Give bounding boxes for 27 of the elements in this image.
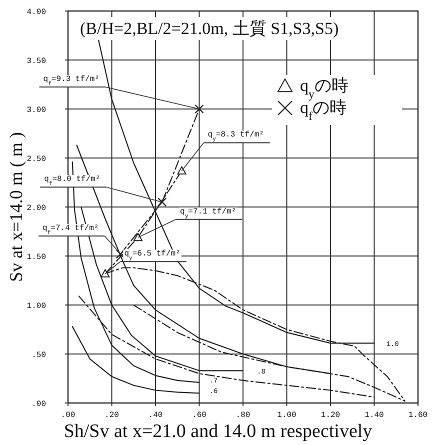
y-tick-label: 4.00 bbox=[26, 8, 46, 17]
y-tick-label: 3.00 bbox=[26, 106, 46, 115]
annotation: q$_{f}$=9.3 tf/m² bbox=[43, 75, 100, 86]
y-tick-label: 1.00 bbox=[26, 302, 46, 311]
x-axis-title: Sh/Sv at x=21.0 and 14.0 m respectively bbox=[64, 421, 373, 442]
x-tick-label: .80 bbox=[236, 411, 250, 420]
y-tick-label: 3.50 bbox=[26, 57, 46, 66]
x-tick-label: .60 bbox=[192, 411, 207, 420]
x-tick-label: 1.60 bbox=[408, 411, 428, 420]
text: (B/H=2,BL/2=21.0m, 土質 S1,S3,S5) bbox=[80, 19, 339, 38]
x-tick-label: .20 bbox=[104, 411, 120, 420]
y-tick-label: 2.00 bbox=[26, 204, 46, 213]
annotation: q$_{y}$=7.1 tf/m² bbox=[180, 207, 236, 219]
y-tick-label: 1.50 bbox=[26, 253, 46, 262]
annotation: q$_{f}$=7.4 tf/m² bbox=[42, 224, 99, 236]
annotation: q$_{y}$=8.3 tf/m² bbox=[208, 130, 264, 142]
x-tick-label: 1.40 bbox=[364, 411, 384, 420]
y-axis-title: Sv at x=14.0 m ( m ) bbox=[6, 132, 26, 282]
annotation: q$_{f}$=8.0 tf/m² bbox=[44, 175, 100, 187]
y-tick-label: 2.50 bbox=[26, 155, 46, 164]
x-tick-label: 1.20 bbox=[320, 411, 340, 420]
x-tick-label: .40 bbox=[148, 411, 163, 420]
y-tick-label: .00 bbox=[32, 400, 46, 409]
x-tick-label: .00 bbox=[60, 411, 76, 420]
y-tick-label: .50 bbox=[32, 351, 46, 360]
x-tick-label: 1.00 bbox=[277, 411, 297, 420]
annotation: q$_{y}$=6.5 tf/m² bbox=[124, 250, 180, 262]
